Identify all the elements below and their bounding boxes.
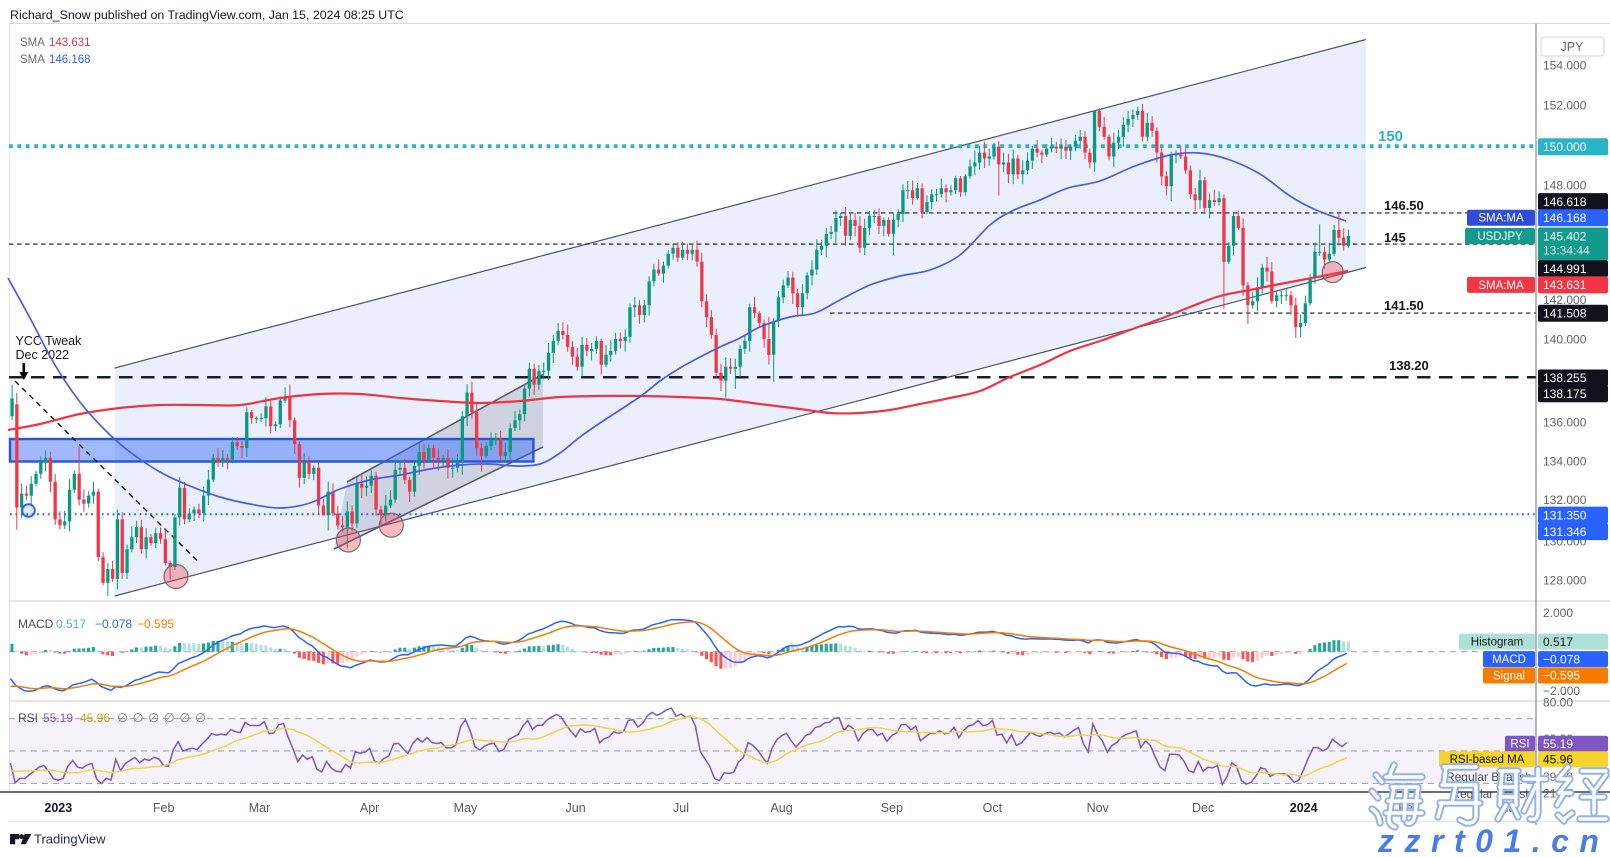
svg-text:138.255: 138.255	[1543, 371, 1587, 385]
svg-text:−0.595: −0.595	[1543, 669, 1580, 683]
svg-text:45.96: 45.96	[80, 711, 110, 725]
svg-text:146.618: 146.618	[1543, 195, 1587, 209]
svg-text:MACD: MACD	[18, 617, 54, 631]
svg-text:RSI: RSI	[18, 711, 38, 725]
svg-text:13:34:44: 13:34:44	[1543, 244, 1590, 258]
svg-text:144.991: 144.991	[1543, 262, 1587, 276]
svg-text:154.000: 154.000	[1543, 59, 1587, 73]
svg-text:−2.000: −2.000	[1543, 684, 1580, 698]
svg-text:152.000: 152.000	[1543, 99, 1587, 113]
svg-text:Feb: Feb	[153, 801, 175, 815]
svg-text:2023: 2023	[44, 801, 72, 815]
svg-text:138.20: 138.20	[1389, 358, 1429, 373]
svg-text:−0.595: −0.595	[137, 617, 174, 631]
svg-text:Jul: Jul	[673, 801, 689, 815]
svg-text:Dec: Dec	[1192, 801, 1214, 815]
svg-text:Dec 2022: Dec 2022	[16, 348, 70, 362]
svg-text:−0.078: −0.078	[95, 617, 132, 631]
svg-text:Sep: Sep	[881, 801, 903, 815]
svg-text:2024: 2024	[1290, 801, 1318, 815]
svg-text:MACD: MACD	[1492, 654, 1526, 666]
svg-text:Regular Bullish: Regular Bullish	[1451, 787, 1532, 801]
svg-text:SMA: SMA	[20, 54, 45, 66]
svg-text:TradingView: TradingView	[34, 832, 106, 847]
svg-text:142.000: 142.000	[1543, 293, 1587, 307]
svg-text:146.50: 146.50	[1384, 198, 1424, 213]
svg-text:143.631: 143.631	[1543, 278, 1587, 292]
svg-text:150: 150	[1378, 128, 1403, 145]
svg-text:131.346: 131.346	[1543, 525, 1587, 539]
svg-text:140.000: 140.000	[1543, 333, 1587, 347]
svg-text:148.000: 148.000	[1543, 179, 1587, 193]
svg-text:RSI-based MA: RSI-based MA	[1450, 754, 1525, 766]
svg-text:Histogram: Histogram	[1471, 637, 1523, 649]
svg-text:138.175: 138.175	[1543, 387, 1587, 401]
svg-text:150.000: 150.000	[1543, 140, 1587, 154]
svg-text:Jun: Jun	[566, 801, 586, 815]
svg-text:RSI: RSI	[1510, 739, 1529, 751]
svg-text:May: May	[454, 801, 478, 815]
svg-text:Oct: Oct	[983, 801, 1003, 815]
svg-text:55.19: 55.19	[1543, 737, 1573, 751]
svg-text:132.000: 132.000	[1543, 493, 1587, 507]
svg-text:SMA: SMA	[20, 37, 45, 49]
svg-text:128.000: 128.000	[1543, 574, 1587, 588]
svg-text:∅: ∅	[179, 711, 190, 725]
svg-text:145.402: 145.402	[1543, 230, 1587, 244]
svg-text:zzrt01.cn: zzrt01.cn	[1377, 823, 1609, 857]
svg-text:131.350: 131.350	[1543, 508, 1587, 522]
svg-text:∅: ∅	[148, 711, 159, 725]
svg-text:∅: ∅	[133, 711, 144, 725]
svg-text:0.517: 0.517	[1543, 635, 1573, 649]
svg-text:Richard_Snow published on Trad: Richard_Snow published on TradingView.co…	[10, 8, 404, 22]
svg-text:141.508: 141.508	[1543, 307, 1587, 321]
svg-text:JPY: JPY	[1561, 40, 1585, 54]
svg-text:Mar: Mar	[249, 801, 271, 815]
svg-text:SMA:MA: SMA:MA	[1478, 213, 1524, 225]
svg-text:∅: ∅	[117, 711, 128, 725]
svg-text:Nov: Nov	[1087, 801, 1110, 815]
svg-text:80.00: 80.00	[1543, 696, 1573, 710]
svg-text:Aug: Aug	[770, 801, 792, 815]
svg-text:0.517: 0.517	[56, 617, 86, 631]
svg-text:∅: ∅	[195, 711, 206, 725]
svg-text:∅: ∅	[164, 711, 175, 725]
svg-text:145: 145	[1384, 230, 1406, 245]
svg-text:136.000: 136.000	[1543, 415, 1587, 429]
svg-text:2.000: 2.000	[1543, 606, 1573, 620]
svg-text:SMA:MA: SMA:MA	[1478, 280, 1524, 292]
svg-text:Signal: Signal	[1493, 671, 1525, 683]
svg-text:55.19: 55.19	[43, 711, 73, 725]
svg-text:YCC Tweak: YCC Tweak	[16, 334, 83, 348]
svg-text:45.96: 45.96	[1543, 752, 1573, 766]
svg-text:134.000: 134.000	[1543, 455, 1587, 469]
svg-text:USDJPY: USDJPY	[1477, 231, 1523, 243]
svg-text:146.168: 146.168	[49, 54, 91, 66]
svg-text:Apr: Apr	[360, 801, 379, 815]
svg-text:−0.078: −0.078	[1543, 652, 1580, 666]
svg-text:146.168: 146.168	[1543, 211, 1587, 225]
svg-text:141.50: 141.50	[1384, 298, 1424, 313]
svg-text:143.631: 143.631	[49, 37, 91, 49]
